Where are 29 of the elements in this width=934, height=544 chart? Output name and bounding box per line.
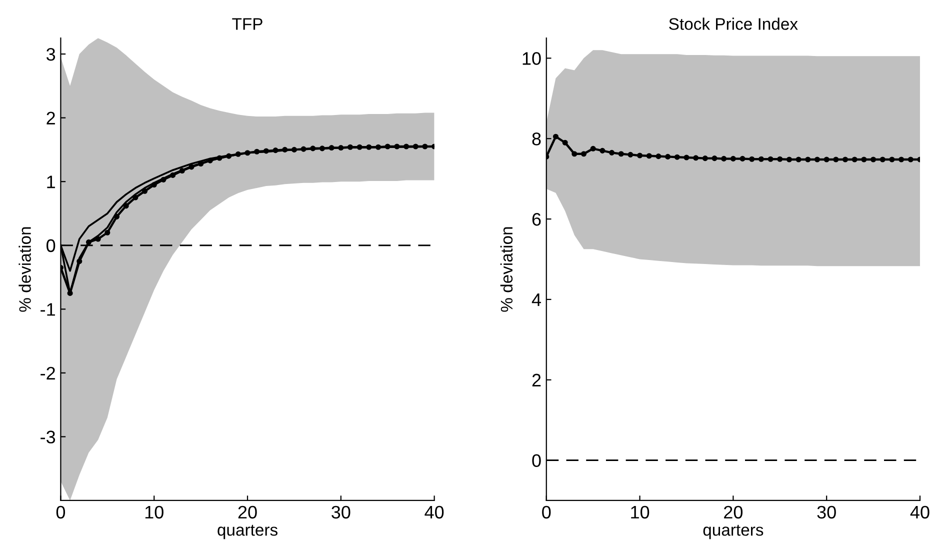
x-tick-label: 40: [910, 506, 930, 519]
y-axis-title: % deviation: [500, 227, 513, 312]
y-tick-label: 0: [46, 239, 56, 252]
y-tick-label: 10: [522, 52, 541, 65]
chart-title: Stock Price Index: [669, 18, 798, 30]
chart-title: TFP: [232, 18, 262, 30]
y-tick-label: 0: [532, 454, 541, 467]
x-tick-label: 40: [424, 506, 444, 519]
x-tick-label: 20: [724, 506, 743, 519]
y-axis-title: % deviation: [18, 227, 31, 312]
x-tick-label: 0: [56, 506, 66, 519]
x-tick-label: 0: [542, 506, 551, 519]
y-tick-label: 4: [532, 294, 541, 306]
x-tick-label: 30: [817, 506, 836, 519]
x-tick-label: 20: [238, 506, 257, 519]
y-tick-label: 3: [46, 48, 56, 61]
y-tick-label: -1: [40, 303, 55, 316]
x-tick-label: 30: [332, 506, 350, 519]
y-tick-label: 1: [47, 176, 55, 188]
y-tick-label: 2: [46, 112, 55, 124]
x-tick-label: 10: [145, 506, 164, 519]
y-tick-label: 8: [532, 132, 541, 146]
x-axis-title: quarters: [703, 524, 764, 540]
y-tick-label: -2: [40, 366, 55, 380]
y-tick-label: 6: [532, 212, 541, 226]
y-tick-label: 2: [532, 374, 541, 386]
y-tick-label: -3: [40, 430, 56, 444]
x-axis-title: quarters: [218, 524, 278, 540]
x-tick-label: 10: [631, 506, 650, 519]
